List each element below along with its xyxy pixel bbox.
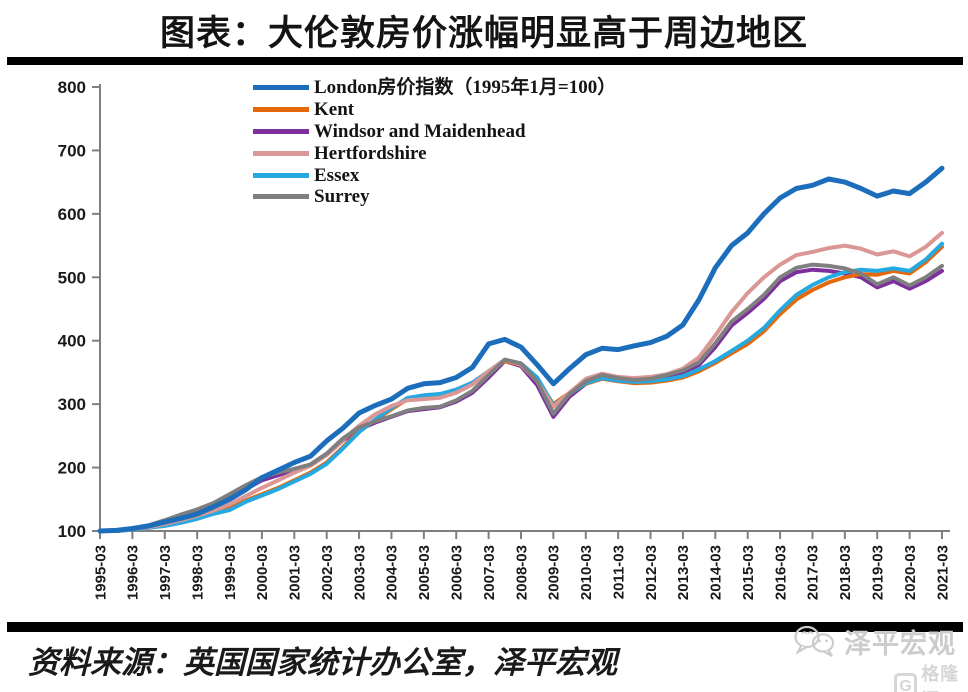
legend-label-surrey: Surrey [314,186,370,208]
wechat-icon [792,623,838,661]
legend-item-hertfordshire: Hertfordshire [253,142,616,164]
legend-swatch-windsor-and-maidenhead [253,128,309,134]
legend-label-london: London房价指数（1995年1月=100） [314,77,617,99]
x-tick-label: 2010-03 [578,545,595,600]
x-tick-label: 1998-03 [189,545,206,600]
x-tick-label: 1995-03 [92,545,109,600]
x-tick-label: 2015-03 [740,545,757,600]
y-tick-label: 100 [58,522,86,541]
x-tick-label: 2019-03 [869,545,886,600]
x-tick-label: 2021-03 [934,545,951,600]
y-tick-label: 300 [58,395,86,414]
gelonghui-watermark-label: 格隆汇 [921,664,960,692]
x-tick-label: 2004-03 [384,545,401,600]
x-tick-label: 2007-03 [481,545,498,600]
wechat-watermark: 泽平宏观 [792,622,956,661]
gelonghui-watermark: G 格隆汇 [894,660,968,692]
legend-item-essex: Essex [253,164,616,186]
y-tick-label: 200 [58,459,86,478]
x-tick-label: 2020-03 [902,545,919,600]
x-tick-label: 2016-03 [772,545,789,600]
series-line-kent [98,244,944,533]
legend-swatch-kent [253,107,309,113]
legend-item-london: London房价指数（1995年1月=100） [253,77,616,99]
series-line-surrey [98,262,944,533]
series-line-windsor-and-maidenhead [98,267,944,533]
legend-label-kent: Kent [314,99,355,121]
legend-swatch-surrey [253,194,309,200]
x-tick-label: 2006-03 [448,545,465,600]
x-tick-label: 1999-03 [222,545,239,600]
y-tick-label: 800 [58,78,86,97]
legend-swatch-essex [253,172,309,178]
series-line-hertfordshire [98,230,944,533]
y-tick-label: 500 [58,268,86,287]
x-tick-label: 2011-03 [610,545,627,599]
x-tick-label: 2008-03 [513,545,530,600]
legend-swatch-london [253,85,309,91]
top-divider [7,57,963,65]
x-tick-label: 1996-03 [125,545,142,600]
x-tick-label: 2014-03 [708,545,725,600]
x-tick-label: 2017-03 [805,545,822,600]
legend-item-surrey: Surrey [253,186,616,208]
source-note: 资料来源：英国国家统计办公室，泽平宏观 [28,645,617,680]
wechat-watermark-label: 泽平宏观 [844,629,956,659]
x-tick-label: 1997-03 [157,545,174,600]
chart-legend: London房价指数（1995年1月=100） Kent Windsor and M… [253,77,616,208]
legend-item-windsor-and-maidenhead: Windsor and Maidenhead [253,121,616,143]
y-tick-label: 700 [58,141,86,160]
x-tick-label: 2009-03 [546,545,563,600]
x-tick-label: 2018-03 [837,545,854,600]
legend-item-kent: Kent [253,99,616,121]
x-tick-label: 2001-03 [287,545,304,600]
y-tick-label: 400 [58,332,86,351]
x-tick-label: 2012-03 [643,545,660,600]
legend-label-windsor-and-maidenhead: Windsor and Maidenhead [314,120,526,142]
x-tick-label: 2000-03 [254,545,271,600]
x-tick-label: 2013-03 [675,545,692,600]
bottom-divider [7,622,963,632]
y-tick-label: 600 [58,205,86,224]
x-tick-label: 2002-03 [319,545,336,600]
legend-swatch-hertfordshire [253,150,309,156]
x-tick-label: 2005-03 [416,545,433,600]
x-tick-label: 2003-03 [351,545,368,600]
legend-label-hertfordshire: Hertfordshire [314,142,427,164]
legend-label-essex: Essex [314,164,360,186]
gelonghui-icon: G [894,672,918,692]
page-title: 图表：大伦敦房价涨幅明显高于周边地区 [159,14,808,53]
series-line-london [97,165,945,534]
